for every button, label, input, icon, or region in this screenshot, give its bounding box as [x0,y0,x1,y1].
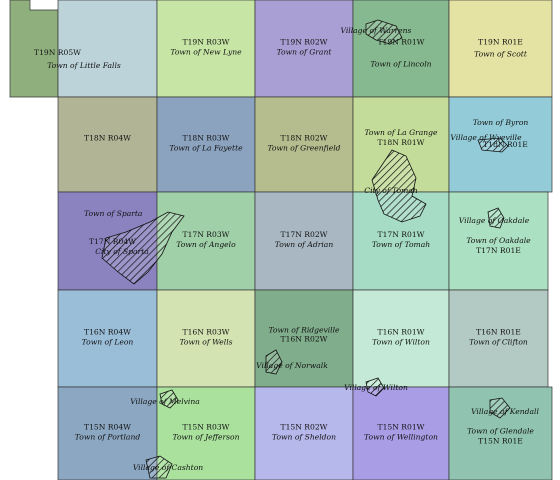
town-name-label: Town of Little Falls [47,61,121,70]
town-name-label: Town of Wells [179,338,232,347]
town-name-label: Town of Clifton [469,338,528,347]
town-name-label: Town of Wellington [364,433,438,442]
township-cell-t19n-r01w [352,0,450,98]
place-boundary-norwalk [265,349,283,375]
place-label-city-of-tomah: City of Tomah [364,186,418,195]
township-cell-t15n-r01w [352,386,450,480]
town-name-label: Town of Glendale [467,427,534,436]
town-name-label: Town of La Fayette [169,144,243,153]
place-boundary-cashton [145,455,173,479]
township-code-label: T17N R03W [183,230,230,239]
township-code-label: T15N R03W [183,423,230,432]
town-name-label: Town of Leon [82,338,134,347]
place-boundary-tomah [371,149,427,223]
township-code-label: T15N R01W [378,423,425,432]
township-code-label: T16N R03W [183,328,230,337]
township-cell-t18n-r04w [57,96,158,193]
township-cell-t16n-r04w [57,289,158,388]
place-boundary-warrens [365,19,403,45]
town-name-label: Town of Ridgeville [268,326,340,335]
place-label-village-of-norwalk: Village of Norwalk [256,361,328,370]
town-name-label: Town of Scott [474,50,528,59]
township-cell-t17n-r03w [156,191,256,291]
town-name-label: Town of Oakdale [466,236,531,245]
place-label-village-of-kendall: Village of Kendall [471,407,539,416]
township-code-label: T17N R01W [378,230,425,239]
township-code-label: T17N R01E [476,246,521,255]
town-name-label: Town of New Lyne [170,48,242,57]
township-code-label: T18N R01W [378,138,425,147]
place-boundary-oakdale [487,207,505,229]
township-cell-t16n-r03w [156,289,256,388]
township-code-label: T16N R04W [84,328,131,337]
place-label-village-of-melvina: Village of Melvina [130,397,200,406]
township-code-label: T18N R02W [281,134,328,143]
township-code-label: T17N R04W [89,237,136,246]
township-cell-t15n-r04w [57,386,158,480]
township-code-label: T16N R02W [281,335,328,344]
township-code-label: T18N R04W [84,134,131,143]
place-boundary-sparta [101,211,185,285]
township-cell-t19n-r01e [448,0,553,98]
township-code-label: T18N R01E [483,140,528,149]
township-code-label: T15N R02W [281,423,328,432]
town-name-label: Town of Angelo [176,240,236,249]
town-name-label: Town of Jefferson [172,433,239,442]
township-code-label: T18N R03W [183,134,230,143]
town-name-label: Town of Sparta [84,209,143,218]
township-cell-t18n-r03w [156,96,256,193]
township-code-label: T15N R04W [84,423,131,432]
place-label-village-of-cashton: Village of Cashton [133,463,203,472]
township-cell-t16n-r01w [352,289,450,388]
town-name-label: Town of Sheldon [272,433,336,442]
place-boundary-melvina [159,389,179,409]
township-cell-t17n-r02w [254,191,354,291]
township-code-label: T16N R01W [378,328,425,337]
township-code-label: T19N R01E [478,38,523,47]
place-boundary-wyeville [477,137,509,153]
township-cell-r0c1 [57,0,158,98]
town-name-label: Town of Byron [473,118,529,127]
town-name-label: Town of Lincoln [370,60,431,69]
township-cell-t15n-r02w [254,386,354,480]
township-code-label: T15N R01E [478,437,523,446]
place-label-village-of-wyeville: Village of Wyeville [450,133,522,142]
township-code-label: T19N R02W [281,38,328,47]
township-code-label: T17N R02W [281,230,328,239]
town-name-label: Town of Adrian [275,240,334,249]
town-name-label: Town of Portland [75,433,141,442]
place-boundary-wilton [365,377,385,397]
township-code-label: T16N R01E [476,328,521,337]
town-name-label: Town of La Grange [364,128,438,137]
town-name-label: Town of Greenfield [267,144,340,153]
place-boundary-kendall [489,397,511,419]
township-code-label: T19N R05W [34,48,81,57]
place-label-village-of-oakdale: Village of Oakdale [459,216,530,225]
place-label-city-of-sparta: City of Sparta [95,247,149,256]
place-label-village-of-wilton: Village of Wilton [344,383,408,392]
township-code-label: T19N R01W [378,38,425,47]
town-name-label: Town of Grant [277,48,333,57]
township-cell-t16n-r01e [448,289,549,388]
township-code-label: T19N R03W [183,38,230,47]
town-name-label: Town of Tomah [372,240,430,249]
town-name-label: Town of Wilton [372,338,430,347]
place-label-village-of-warrens: Village of Warrens [341,26,412,35]
